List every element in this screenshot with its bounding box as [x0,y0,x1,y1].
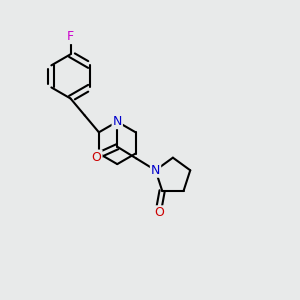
Text: O: O [154,206,164,219]
Text: N: N [151,164,160,177]
Text: O: O [92,151,102,164]
Text: N: N [112,115,122,128]
Text: F: F [67,30,74,43]
